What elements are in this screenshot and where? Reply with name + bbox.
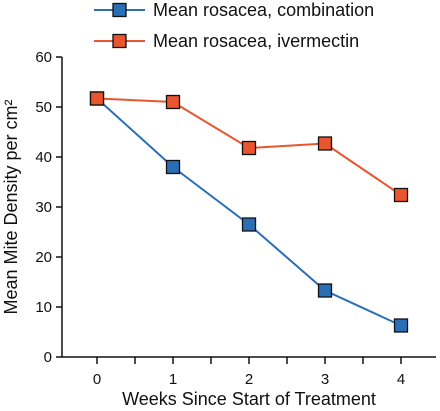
data-point-series-2 [317,136,333,151]
y-tick-label: 30 [35,199,52,216]
series-layer [89,91,409,333]
data-point-series-2 [165,94,181,110]
y-axis-title: Mean Mite Density per cm² [1,99,21,314]
data-point-series-2 [241,140,257,156]
legend-label: Mean rosacea, combination [153,0,374,20]
legend-marker [112,33,127,49]
legend-marker [112,2,127,18]
y-tick-label: 40 [35,149,52,166]
y-tick-label: 50 [35,99,52,116]
y-tick-label: 60 [35,49,52,66]
data-point-series-1 [241,217,257,232]
y-tick-label: 10 [35,299,52,316]
series-line-1 [96,97,402,327]
y-tick-label: 20 [35,249,52,266]
legend-label: Mean rosacea, ivermectin [153,31,359,51]
data-point-series-1 [317,283,333,298]
data-point-series-1 [165,159,181,175]
x-tick-label: 2 [245,371,253,388]
x-axis-title: Weeks Since Start of Treatment [122,389,376,409]
legend: Mean rosacea, combination Mean rosacea, i… [94,0,374,51]
x-tick-label: 3 [321,371,329,388]
y-tick-label: 0 [44,349,52,366]
data-point-series-2 [89,91,105,106]
data-point-series-2 [393,187,409,203]
data-point-series-1 [393,318,409,333]
x-tick-label: 1 [169,371,177,388]
x-tick-label: 0 [93,371,101,388]
axes: 0 10 20 30 40 50 60 0 1 2 3 4 [35,49,436,388]
x-tick-label: 4 [397,371,405,388]
